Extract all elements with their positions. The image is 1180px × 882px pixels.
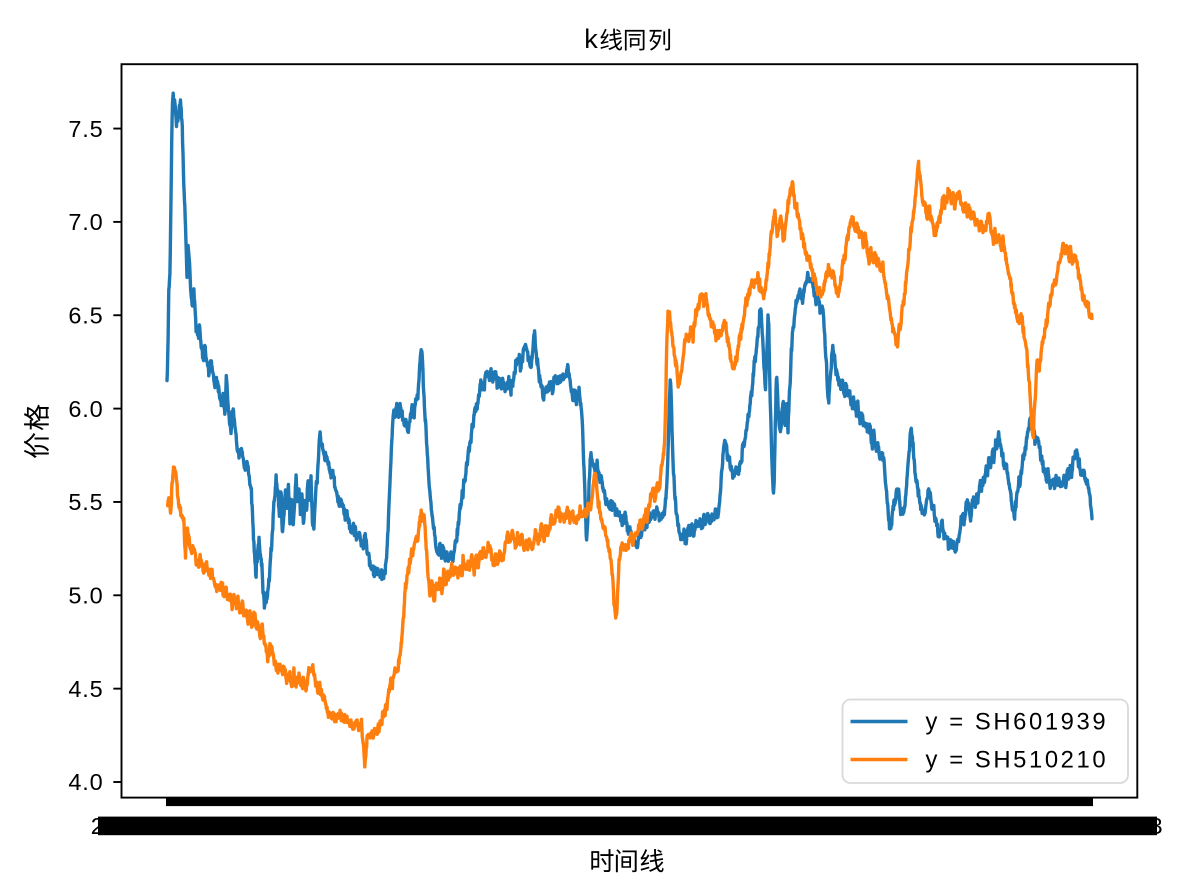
- svg-text:y = SH601939: y = SH601939: [926, 709, 1109, 736]
- svg-text:6.5: 6.5: [68, 302, 103, 328]
- svg-text:5.5: 5.5: [68, 489, 103, 515]
- svg-text:7.5: 7.5: [68, 116, 103, 142]
- svg-text:y = SH510210: y = SH510210: [926, 747, 1109, 774]
- svg-text:2: 2: [91, 813, 104, 839]
- svg-text:6.0: 6.0: [68, 396, 103, 422]
- svg-text:4.0: 4.0: [68, 769, 103, 795]
- svg-text:3: 3: [1150, 813, 1163, 839]
- svg-text:4.5: 4.5: [68, 676, 103, 702]
- svg-text:k: k: [584, 24, 598, 54]
- svg-text:7.0: 7.0: [68, 209, 103, 235]
- svg-text:5.0: 5.0: [68, 583, 103, 609]
